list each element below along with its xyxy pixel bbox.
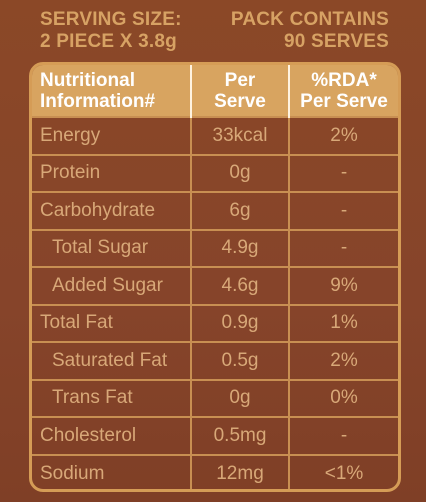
table-row: Added Sugar 4.6g 9% (32, 266, 398, 305)
per-serve-value: 0.5g (191, 341, 290, 380)
pack-contains-label: PACK CONTAINS (230, 9, 389, 30)
table-row: Total Sugar 4.9g - (32, 228, 398, 267)
per-serve-value: 33kcal (191, 116, 290, 155)
nutrient-name: Cholesterol (32, 416, 192, 455)
rda-value: - (289, 153, 398, 192)
per-serve-value: 4.6g (191, 266, 290, 305)
nutrient-name: Carbohydrate (32, 191, 192, 230)
rda-value: 1% (289, 303, 398, 342)
rda-value: 9% (289, 266, 398, 305)
table-body: Energy 33kcal 2% Protein 0g - Carbohydra… (32, 116, 398, 489)
table-row: Protein 0g - (32, 153, 398, 192)
header-row: Nutritional Information# Per Serve %RDA*… (32, 65, 398, 117)
nutrient-name: Trans Fat (32, 378, 192, 417)
header-per-serve: Per Serve (191, 65, 290, 117)
pack-contains: PACK CONTAINS 90 SERVES (231, 9, 389, 59)
rda-value: - (289, 191, 398, 230)
header-nutritional-information: Nutritional Information# (32, 65, 192, 117)
header-col3-line2: Per Serve (300, 90, 388, 112)
nutrient-name: Total Sugar (32, 228, 192, 267)
header-col3-line1: %RDA* (311, 69, 377, 91)
per-serve-value: 12mg (191, 453, 290, 489)
serving-size-label: SERVING SIZE: (40, 9, 182, 30)
per-serve-value: 6g (191, 191, 290, 230)
nutrient-name: Energy (32, 116, 192, 155)
per-serve-value: 0g (191, 153, 290, 192)
header-rda-per-serve: %RDA* Per Serve (289, 65, 398, 117)
table-row: Sodium 12mg <1% (32, 453, 398, 489)
table-row: Trans Fat 0g 0% (32, 378, 398, 417)
serving-size: SERVING SIZE: 2 PIECE X 3.8g (40, 9, 182, 59)
table-row: Saturated Fat 0.5g 2% (32, 341, 398, 380)
per-serve-value: 0.5mg (191, 416, 290, 455)
table-row: Total Fat 0.9g 1% (32, 303, 398, 342)
nutrient-name: Protein (32, 153, 192, 192)
rda-value: 2% (289, 116, 398, 155)
rda-value: 2% (289, 341, 398, 380)
nutrient-name: Added Sugar (32, 266, 192, 305)
serving-info: SERVING SIZE: 2 PIECE X 3.8g PACK CONTAI… (40, 9, 389, 59)
header-col1-line2: Information# (40, 90, 156, 112)
table-row: Energy 33kcal 2% (32, 116, 398, 155)
nutrient-name: Saturated Fat (32, 341, 192, 380)
rda-value: <1% (289, 453, 398, 489)
serving-size-value: 2 PIECE X 3.8g (40, 31, 177, 52)
nutrition-table: Nutritional Information# Per Serve %RDA*… (32, 65, 398, 489)
per-serve-value: 0.9g (191, 303, 290, 342)
nutrient-name: Total Fat (32, 303, 192, 342)
rda-value: 0% (289, 378, 398, 417)
nutrition-table-frame: Nutritional Information# Per Serve %RDA*… (29, 62, 401, 492)
per-serve-value: 0g (191, 378, 290, 417)
rda-value: - (289, 416, 398, 455)
header-col2-line2: Serve (214, 90, 266, 112)
table-row: Carbohydrate 6g - (32, 191, 398, 230)
rda-value: - (289, 228, 398, 267)
pack-contains-value: 90 SERVES (284, 31, 389, 52)
per-serve-value: 4.9g (191, 228, 290, 267)
header-col1-line1: Nutritional (40, 69, 135, 91)
nutrient-name: Sodium (32, 453, 192, 489)
table-header: Nutritional Information# Per Serve %RDA*… (32, 65, 398, 117)
header-col2-line1: Per (224, 69, 256, 91)
table-row: Cholesterol 0.5mg - (32, 416, 398, 455)
